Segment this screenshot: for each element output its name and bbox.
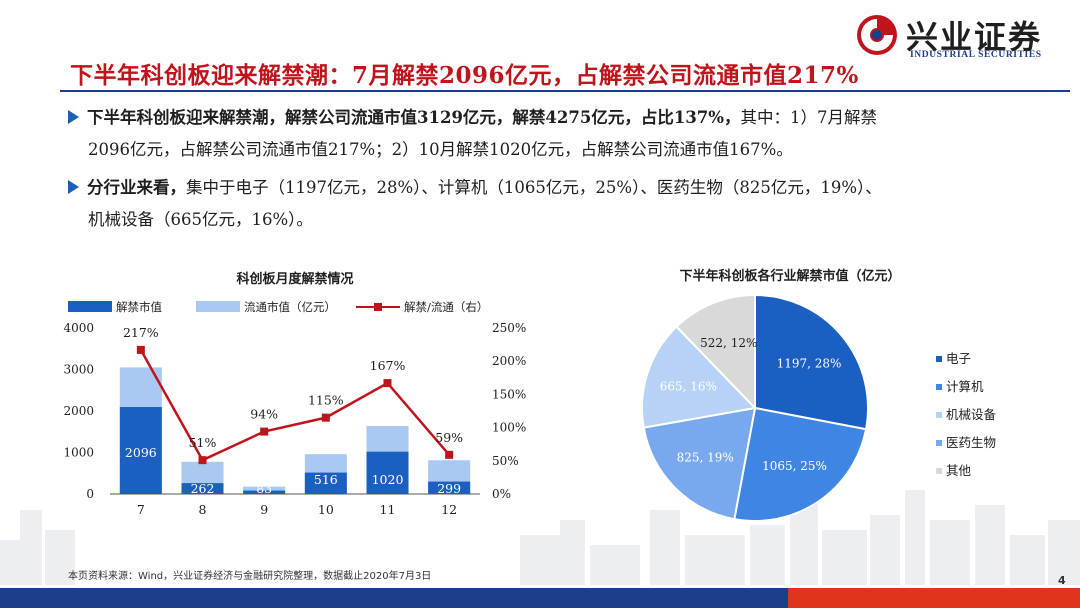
x-tick-label: 12: [441, 502, 457, 517]
pie-data-label: 665, 16%: [660, 379, 717, 393]
bullet-arrow-icon: [68, 180, 79, 194]
ratio-label: 217%: [123, 325, 159, 340]
pie-title: 下半年科创板各行业解禁市值（亿元）: [679, 268, 900, 284]
pie-slice: [675, 293, 756, 411]
bullet-lead: 分行业来看，: [87, 178, 186, 197]
legend-swatch-float: [196, 301, 240, 312]
bullet-rest: 集中于电子（1197亿元，28%）、计算机（1065亿元，25%）、医药生物（8…: [186, 178, 882, 197]
bar-float-value: [243, 486, 286, 494]
x-tick-label: 8: [199, 502, 207, 517]
bar-unlock-label: 2096: [125, 445, 157, 460]
pie-legend-swatch: [936, 356, 942, 362]
bullet-lead: 下半年科创板迎来解禁潮，解禁公司流通市值3129亿元，解禁4275亿元，占比13…: [87, 108, 741, 127]
bullet-industry-breakdown: 分行业来看，集中于电子（1197亿元，28%）、计算机（1065亿元，25%）、…: [68, 172, 1018, 236]
logo-name-en: INDUSTRIAL SECURITIES: [910, 50, 1042, 60]
y2-tick-label: 150%: [492, 387, 526, 401]
y-tick-label: 4000: [63, 321, 94, 335]
pie-data-label: 1197, 28%: [777, 356, 842, 370]
ratio-point: [321, 413, 330, 422]
bar-unlock-label: 516: [314, 472, 338, 487]
title-divider: [60, 90, 1070, 92]
logo-name-cn: 兴业证券: [906, 18, 1043, 56]
legend-label-unlock: 解禁市值: [116, 300, 162, 314]
pie-legend-swatch: [936, 412, 942, 418]
pie-legend-label: 其他: [946, 463, 972, 478]
bar-unlock-label: 83: [256, 481, 272, 496]
legend-swatch-unlock: [68, 301, 112, 312]
y2-tick-label: 50%: [492, 454, 519, 468]
skyline-background: [0, 490, 1080, 585]
y-tick-label: 3000: [63, 363, 94, 377]
pie-legend-label: 电子: [946, 351, 971, 366]
pie-data-label: 1065, 25%: [762, 459, 827, 473]
bar-unlock-value: [119, 407, 162, 494]
legend-label-float: 流通市值（亿元）: [244, 300, 336, 314]
y2-tick-label: 100%: [492, 421, 526, 435]
pie-slice: [754, 293, 869, 431]
bar-unlock-label: 262: [191, 481, 215, 496]
slide-title: 下半年科创板迎来解禁潮：7月解禁2096亿元，占解禁公司流通市值217%: [70, 62, 859, 89]
ratio-label: 115%: [308, 393, 344, 408]
pie-slice: [641, 325, 758, 429]
bar-unlock-value: [428, 481, 471, 494]
bullet-rest: 其中：1）7月解禁: [740, 108, 877, 127]
pie-slice: [642, 406, 757, 521]
ratio-point: [198, 456, 207, 465]
y-tick-label: 1000: [63, 446, 94, 460]
pie-legend-swatch: [936, 468, 942, 474]
ratio-line: [139, 349, 451, 462]
ratio-point: [260, 427, 269, 436]
company-logo: 兴业证券 INDUSTRIAL SECURITIES: [856, 12, 1071, 64]
pie-legend-swatch: [936, 384, 942, 390]
pie-legend-label: 机械设备: [946, 407, 997, 422]
pie-data-label: 522, 12%: [700, 336, 757, 350]
legend-label-ratio: 解禁/流通（右）: [404, 300, 488, 314]
pie-legend-label: 医药生物: [946, 435, 996, 450]
pie-slice: [733, 406, 868, 522]
footer-accent-bar: [788, 588, 1080, 608]
bullet-line2: 2096亿元，占解禁公司流通市值217%；2）10月解禁1020亿元，占解禁公司…: [88, 140, 793, 159]
ratio-label: 51%: [189, 435, 217, 450]
bar-unlock-value: [243, 490, 286, 494]
bar-unlock-value: [304, 472, 347, 494]
chart-title: 科创板月度解禁情况: [236, 271, 353, 287]
ratio-label: 59%: [435, 430, 463, 445]
ratio-label: 94%: [250, 407, 278, 422]
y2-tick-label: 200%: [492, 354, 526, 368]
pie-data-label: 825, 19%: [677, 450, 734, 464]
bullet-line2: 机械设备（665亿元，16%）。: [88, 210, 313, 229]
x-tick-label: 9: [260, 502, 268, 517]
pie-legend-label: 计算机: [946, 379, 984, 394]
x-tick-label: 7: [137, 502, 145, 517]
bar-unlock-label: 299: [437, 481, 461, 496]
ratio-point: [383, 379, 392, 388]
y-tick-label: 2000: [63, 404, 94, 418]
legend-marker-ratio: [374, 303, 382, 311]
ratio-point: [136, 345, 145, 354]
bar-unlock-value: [366, 451, 409, 494]
source-note: 本页资料来源：Wind，兴业证券经济与金融研究院整理，数据截止2020年7月3日: [68, 571, 432, 582]
logo-swirl-icon: [857, 15, 897, 55]
bar-unlock-value: [181, 483, 224, 494]
x-tick-label: 11: [380, 502, 396, 517]
ratio-point: [445, 450, 454, 459]
pie-legend-swatch: [936, 440, 942, 446]
bullet-unlock-summary: 下半年科创板迎来解禁潮，解禁公司流通市值3129亿元，解禁4275亿元，占比13…: [68, 102, 1018, 166]
ratio-label: 167%: [370, 358, 406, 373]
bar-unlock-label: 1020: [372, 472, 404, 487]
y2-tick-label: 0%: [492, 487, 511, 501]
x-tick-label: 10: [318, 502, 334, 517]
y2-tick-label: 250%: [492, 321, 526, 335]
y-tick-label: 0: [86, 487, 94, 501]
page-number: 4: [1058, 574, 1066, 587]
bullet-arrow-icon: [68, 110, 79, 124]
industry-unlock-pie-chart: 下半年科创板各行业解禁市值（亿元） 1197, 28% 1065, 25% 825, …: [641, 268, 997, 522]
